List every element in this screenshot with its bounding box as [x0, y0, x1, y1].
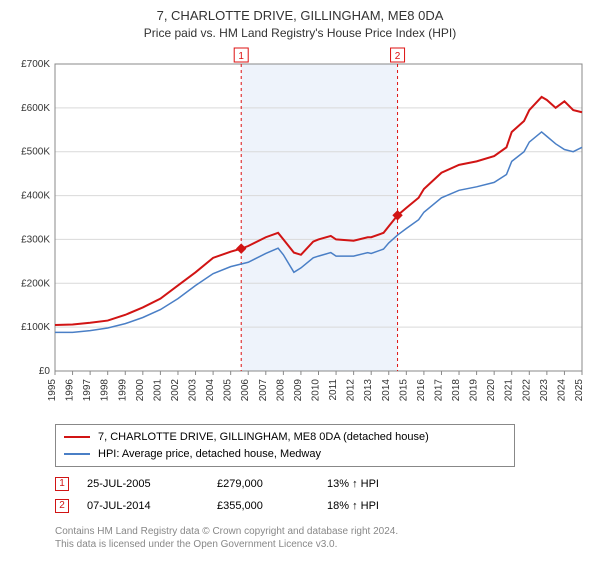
- chart-title: 7, CHARLOTTE DRIVE, GILLINGHAM, ME8 0DA: [10, 8, 590, 23]
- svg-text:2000: 2000: [135, 379, 146, 402]
- svg-text:2023: 2023: [539, 379, 550, 402]
- svg-text:2001: 2001: [152, 379, 163, 402]
- transaction-row: 1 25-JUL-2005£279,00013% ↑ HPI: [55, 473, 590, 495]
- legend-label: 7, CHARLOTTE DRIVE, GILLINGHAM, ME8 0DA …: [98, 431, 429, 443]
- svg-text:£400K: £400K: [21, 191, 50, 202]
- legend-color-swatch: [64, 453, 90, 456]
- svg-text:2004: 2004: [205, 379, 216, 402]
- svg-text:2: 2: [395, 51, 401, 62]
- transaction-row: 2 07-JUL-2014£355,00018% ↑ HPI: [55, 495, 590, 517]
- svg-text:1999: 1999: [117, 379, 128, 402]
- svg-text:2025: 2025: [574, 379, 585, 402]
- svg-text:2024: 2024: [556, 379, 567, 402]
- svg-text:£100K: £100K: [21, 322, 50, 333]
- transaction-date: 07-JUL-2014: [87, 500, 217, 512]
- svg-text:2007: 2007: [258, 379, 269, 402]
- legend-item: 7, CHARLOTTE DRIVE, GILLINGHAM, ME8 0DA …: [64, 430, 506, 444]
- svg-text:2013: 2013: [363, 379, 374, 402]
- svg-text:2016: 2016: [416, 379, 427, 402]
- svg-text:1: 1: [238, 51, 244, 62]
- transaction-date: 25-JUL-2005: [87, 478, 217, 490]
- legend: 7, CHARLOTTE DRIVE, GILLINGHAM, ME8 0DA …: [55, 424, 515, 467]
- svg-text:1996: 1996: [65, 379, 76, 402]
- svg-text:2010: 2010: [311, 379, 322, 402]
- svg-text:1997: 1997: [82, 379, 93, 402]
- svg-text:2022: 2022: [521, 379, 532, 402]
- svg-text:2002: 2002: [170, 379, 181, 402]
- svg-text:£500K: £500K: [21, 147, 50, 158]
- footer-line1: Contains HM Land Registry data © Crown c…: [55, 525, 590, 538]
- footer-line2: This data is licensed under the Open Gov…: [55, 538, 590, 551]
- transaction-marker: 2: [55, 499, 69, 513]
- svg-text:£200K: £200K: [21, 278, 50, 289]
- legend-item: HPI: Average price, detached house, Medw…: [64, 447, 506, 461]
- chart-subtitle: Price paid vs. HM Land Registry's House …: [10, 26, 590, 40]
- line-chart-svg: £0 £100K £200K £300K £400K £500K £600K £700K 199…: [10, 46, 590, 416]
- svg-text:2003: 2003: [188, 379, 199, 402]
- transaction-price: £279,000: [217, 478, 327, 490]
- legend-label: HPI: Average price, detached house, Medw…: [98, 448, 321, 460]
- transactions-table: 1 25-JUL-2005£279,00013% ↑ HPI 2 07-JUL-201…: [55, 473, 590, 517]
- svg-text:£700K: £700K: [21, 59, 50, 70]
- footer: Contains HM Land Registry data © Crown c…: [55, 525, 590, 551]
- svg-text:£0: £0: [39, 366, 51, 377]
- svg-text:2021: 2021: [504, 379, 515, 402]
- transaction-marker: 1: [55, 477, 69, 491]
- svg-text:2020: 2020: [486, 379, 497, 402]
- svg-text:1995: 1995: [47, 379, 58, 402]
- svg-text:2015: 2015: [398, 379, 409, 402]
- svg-text:2011: 2011: [328, 379, 339, 401]
- svg-text:2019: 2019: [469, 379, 480, 402]
- chart-area: £0 £100K £200K £300K £400K £500K £600K £700K 199…: [10, 46, 590, 416]
- svg-text:£300K: £300K: [21, 234, 50, 245]
- svg-text:2006: 2006: [240, 379, 251, 402]
- svg-text:2014: 2014: [381, 379, 392, 402]
- svg-text:2018: 2018: [451, 379, 462, 402]
- svg-text:2009: 2009: [293, 379, 304, 402]
- svg-text:2005: 2005: [223, 379, 234, 402]
- svg-text:2017: 2017: [433, 379, 444, 402]
- svg-text:1998: 1998: [100, 379, 111, 402]
- transaction-diff: 18% ↑ HPI: [327, 500, 407, 512]
- legend-color-swatch: [64, 436, 90, 439]
- chart-container: 7, CHARLOTTE DRIVE, GILLINGHAM, ME8 0DA …: [0, 0, 600, 561]
- transaction-diff: 13% ↑ HPI: [327, 478, 407, 490]
- svg-text:£600K: £600K: [21, 103, 50, 114]
- svg-text:2008: 2008: [275, 379, 286, 402]
- transaction-price: £355,000: [217, 500, 327, 512]
- svg-text:2012: 2012: [346, 379, 357, 402]
